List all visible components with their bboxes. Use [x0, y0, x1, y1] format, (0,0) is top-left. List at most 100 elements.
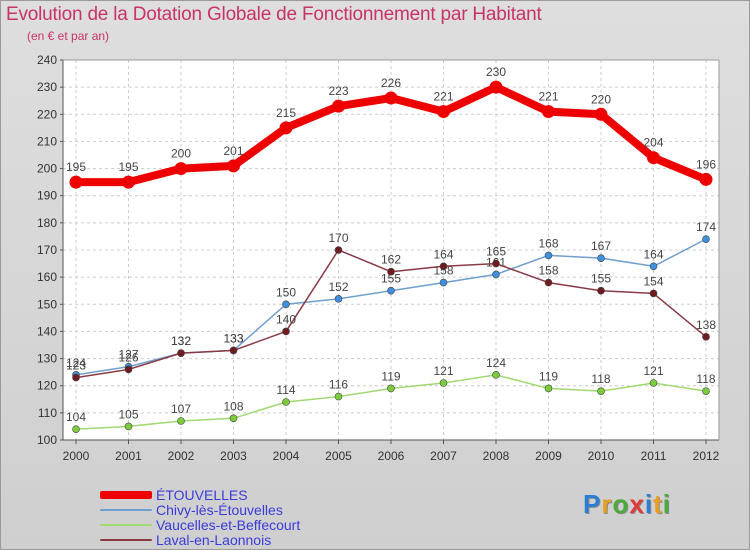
- data-label: 126: [118, 350, 138, 364]
- data-point: [597, 387, 605, 395]
- legend-swatch: [100, 539, 152, 541]
- data-label: 170: [328, 231, 348, 245]
- data-label: 124: [486, 356, 506, 370]
- data-label: 155: [591, 272, 611, 286]
- x-tick-label: 2003: [220, 449, 247, 463]
- data-label: 200: [171, 147, 191, 161]
- data-label: 132: [171, 334, 191, 348]
- data-point: [544, 384, 553, 393]
- legend-swatch: [100, 491, 152, 499]
- series-0: 195 195 200 201 215 223 226 221 230 221 220 204 196: [66, 65, 716, 189]
- data-point: [384, 91, 398, 105]
- data-label: 133: [223, 331, 243, 345]
- data-label: 150: [276, 285, 296, 299]
- y-tick-label: 140: [37, 324, 57, 338]
- chart-subtitle: (en € et par an): [27, 29, 110, 43]
- data-point: [387, 267, 395, 276]
- data-label: 133: [223, 331, 243, 345]
- data-label: 164: [643, 247, 663, 261]
- data-label: 196: [696, 157, 716, 171]
- data-point: [594, 107, 608, 121]
- data-point: [544, 251, 553, 260]
- x-tick-label: 2000: [63, 449, 90, 463]
- x-tick-label: 2005: [325, 449, 352, 463]
- x-tick-label: 2004: [273, 449, 300, 463]
- data-point: [334, 295, 343, 303]
- data-point: [229, 346, 238, 355]
- x-tick-label: 2009: [535, 449, 562, 463]
- data-point: [649, 262, 658, 271]
- legend-item: Laval-en-Laonnois: [100, 532, 271, 548]
- data-point: [439, 262, 448, 271]
- y-tick-label: 100: [37, 433, 57, 447]
- data-label: 174: [696, 220, 716, 234]
- y-tick-label: 180: [37, 216, 57, 230]
- data-point: [72, 373, 80, 382]
- x-tick-label: 2006: [378, 449, 405, 463]
- data-label: 167: [591, 239, 611, 253]
- data-point: [72, 425, 80, 433]
- data-label: 114: [276, 383, 295, 397]
- legend-label: ÉTOUVELLES: [156, 487, 248, 503]
- y-tick-label: 150: [37, 297, 57, 311]
- legend-label: Laval-en-Laonnois: [156, 532, 272, 548]
- data-point: [229, 414, 238, 423]
- data-label: 168: [538, 236, 558, 250]
- data-point: [492, 259, 500, 268]
- data-label: 226: [381, 76, 401, 90]
- data-label: 121: [643, 364, 663, 378]
- data-point: [279, 121, 293, 135]
- x-tick-label: 2001: [115, 449, 142, 463]
- data-point: [387, 286, 395, 295]
- y-tick-label: 120: [37, 379, 57, 393]
- data-label: 152: [328, 280, 348, 294]
- y-tick-label: 130: [37, 352, 57, 366]
- data-point: [699, 172, 713, 186]
- data-label: 104: [66, 410, 86, 424]
- x-tick-label: 2012: [693, 449, 720, 463]
- data-point: [649, 379, 658, 387]
- data-point: [174, 162, 188, 176]
- data-point: [542, 105, 555, 119]
- data-point: [544, 278, 553, 287]
- y-tick-label: 210: [37, 134, 57, 148]
- x-tick-label: 2011: [641, 449, 667, 463]
- y-tick-label: 190: [37, 189, 57, 203]
- data-point: [437, 105, 450, 119]
- y-tick-label: 170: [37, 243, 57, 257]
- data-label: 165: [486, 245, 506, 259]
- y-tick-label: 240: [37, 53, 57, 67]
- data-point: [124, 365, 133, 374]
- data-label: 162: [381, 253, 401, 267]
- data-label: 124: [66, 356, 86, 370]
- data-point: [124, 422, 133, 431]
- axes: 100 110 120 130 140 150 160 170 180 190 200 210 220 2…: [37, 53, 720, 463]
- data-point: [702, 333, 710, 341]
- data-point: [702, 235, 710, 243]
- data-point: [334, 246, 343, 254]
- data-label: 195: [118, 160, 138, 174]
- data-label: 108: [223, 399, 243, 413]
- data-label: 132: [171, 334, 191, 348]
- data-point: [489, 80, 503, 94]
- data-label: 204: [643, 136, 663, 150]
- data-label: 221: [538, 90, 558, 104]
- data-label: 215: [276, 106, 296, 120]
- data-point: [282, 327, 290, 336]
- legend-item: Chivy-lès-Étouvelles: [100, 502, 283, 518]
- data-point: [332, 99, 345, 113]
- data-label: 119: [381, 369, 400, 383]
- y-tick-label: 110: [38, 406, 57, 420]
- data-label: 223: [328, 84, 348, 98]
- data-label: 105: [118, 407, 138, 421]
- x-tick-label: 2002: [168, 449, 195, 463]
- data-label: 195: [66, 160, 86, 174]
- y-tick-label: 230: [37, 80, 57, 94]
- data-point: [492, 270, 500, 279]
- data-point: [334, 392, 343, 401]
- data-point: [177, 349, 185, 357]
- x-tick-label: 2008: [483, 449, 510, 463]
- data-point: [597, 286, 605, 295]
- series-group: 1241271321331501521551581611681671641741…: [66, 65, 716, 433]
